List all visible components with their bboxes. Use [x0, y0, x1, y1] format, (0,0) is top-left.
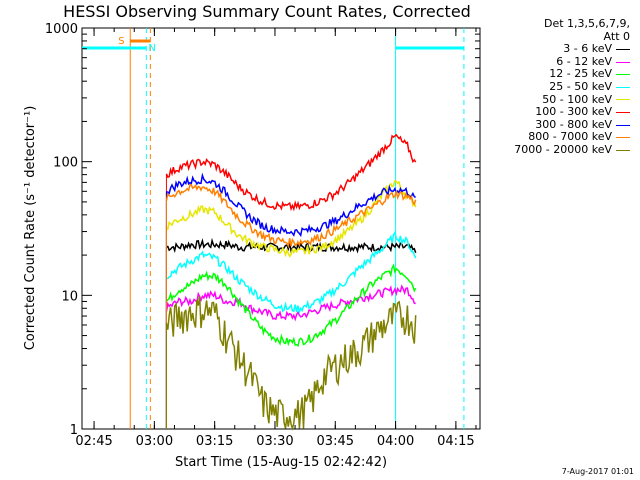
y-tick-label: 10 — [61, 289, 78, 304]
legend-swatch — [616, 137, 630, 139]
series-line — [165, 284, 416, 322]
marker-lines — [82, 28, 465, 429]
legend: Det 1,3,5,6,7,9, Att 0 3 - 6 keV 6 - 12 k… — [480, 17, 636, 157]
chart-title: HESSI Observing Summary Count Rates, Cor… — [63, 2, 471, 21]
series-line — [165, 184, 417, 249]
legend-header-line-2: Att 0 — [603, 29, 630, 43]
series-line — [165, 263, 417, 348]
series-line — [166, 230, 417, 315]
y-tick-label: 1 — [70, 423, 78, 438]
x-tick-label: 04:00 — [377, 434, 414, 449]
x-axis-label: Start Time (15-Aug-15 02:42:42) — [175, 455, 387, 470]
legend-entry: 12 - 25 keV — [480, 68, 636, 81]
legend-entry: 6 - 12 keV — [480, 54, 636, 69]
legend-entry: 25 - 50 keV — [480, 79, 636, 94]
legend-entry: 7000 - 20000 keV — [480, 142, 636, 157]
series-line — [165, 179, 417, 258]
legend-entry: 800 - 7000 keV — [480, 131, 636, 144]
y-axis-label: Corrected Count Rate (s⁻¹ detector⁻¹) — [23, 106, 38, 351]
legend-label: 6 - 12 keV — [556, 54, 612, 68]
series-lines — [165, 133, 417, 431]
x-tick-label: 03:30 — [256, 434, 293, 449]
legend-rows: 3 - 6 keV 6 - 12 keV 12 - 25 keV 25 - 50 ke… — [480, 43, 636, 156]
series-line — [165, 172, 417, 238]
flags: SN — [118, 36, 156, 54]
legend-entry: 50 - 100 keV — [480, 92, 636, 107]
legend-label: 7000 - 20000 keV — [514, 142, 612, 156]
legend-label: 100 - 300 keV — [535, 105, 612, 119]
flag-night: N — [148, 43, 155, 54]
legend-swatch — [616, 74, 630, 76]
y-tick-label: 100 — [53, 156, 78, 171]
legend-entry: 100 - 300 keV — [480, 106, 636, 119]
legend-swatch — [616, 149, 630, 151]
legend-swatch — [616, 124, 630, 126]
legend-label: 300 - 800 keV — [535, 117, 612, 131]
legend-swatch — [616, 111, 630, 113]
legend-label: 800 - 7000 keV — [528, 130, 612, 144]
y-ticks: 1 10 100 1000 — [45, 22, 480, 438]
x-tick-label: 02:45 — [75, 434, 112, 449]
legend-header-line-1: Det 1,3,5,6,7,9, — [543, 17, 630, 30]
series-line — [165, 296, 417, 431]
legend-label: 3 - 6 keV — [563, 42, 612, 56]
x-ticks: 02:45 03:00 03:15 03:30 03:45 04:00 04:15 — [75, 28, 477, 449]
flag-saa: S — [118, 36, 124, 47]
x-tick-label: 04:15 — [437, 434, 474, 449]
x-tick-label: 03:15 — [196, 434, 233, 449]
plot-frame — [81, 27, 481, 430]
legend-entry: 300 - 800 keV — [480, 117, 636, 132]
series-line — [165, 133, 417, 212]
legend-entry: 3 - 6 keV — [480, 43, 636, 56]
legend-swatch — [616, 48, 630, 50]
legend-swatch — [616, 99, 630, 101]
legend-label: 25 - 50 keV — [549, 79, 612, 93]
legend-label: 50 - 100 keV — [542, 92, 612, 106]
x-tick-label: 03:00 — [136, 434, 173, 449]
series-line — [166, 237, 417, 254]
x-tick-label: 03:45 — [317, 434, 354, 449]
footer-timestamp: 7-Aug-2017 01:01 — [561, 467, 634, 476]
legend-label: 12 - 25 keV — [549, 67, 612, 81]
y-tick-label: 1000 — [45, 22, 78, 37]
legend-swatch — [616, 61, 630, 63]
legend-swatch — [616, 86, 630, 88]
